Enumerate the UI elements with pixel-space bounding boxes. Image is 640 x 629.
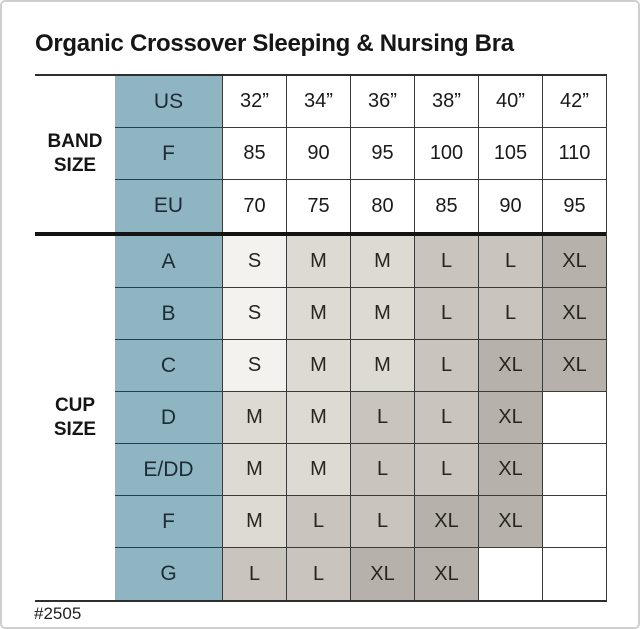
size-cell: 34” <box>286 76 350 128</box>
row-label-cell: E/DD <box>115 444 222 496</box>
size-cell: XL <box>542 340 606 392</box>
size-cell: 32” <box>222 76 286 128</box>
size-cell: M <box>222 496 286 548</box>
size-cell: M <box>350 236 414 288</box>
size-table: US 32” 34” 36” 38” 40” 42” F 85 90 95 100 105 110 EU 70… <box>35 74 607 602</box>
size-cell: XL <box>414 496 478 548</box>
size-cell: 90 <box>478 180 542 232</box>
size-cell: S <box>222 340 286 392</box>
size-cell: L <box>414 236 478 288</box>
size-cell: M <box>222 444 286 496</box>
row-label-cell: F <box>115 496 222 548</box>
size-cell: L <box>478 236 542 288</box>
row-label-cell: C <box>115 340 222 392</box>
size-cell: 75 <box>286 180 350 232</box>
style-number: #2505 <box>34 604 82 623</box>
row-label-cell: EU <box>115 180 222 232</box>
size-cell: 110 <box>542 128 606 180</box>
row-label-cell: D <box>115 392 222 444</box>
size-cell: L <box>414 340 478 392</box>
size-cell: M <box>350 288 414 340</box>
size-cell: L <box>286 496 350 548</box>
size-cell: S <box>222 288 286 340</box>
size-cell <box>478 548 542 600</box>
size-cell: 95 <box>350 128 414 180</box>
size-cell: M <box>286 392 350 444</box>
size-cell <box>542 392 606 444</box>
size-cell <box>542 496 606 548</box>
size-cell <box>542 444 606 496</box>
size-cell: 36” <box>350 76 414 128</box>
size-cell: L <box>414 444 478 496</box>
size-cell: XL <box>478 392 542 444</box>
size-cell: XL <box>478 496 542 548</box>
size-cell: L <box>350 392 414 444</box>
band-size-label: BAND SIZE <box>35 76 115 232</box>
size-cell: 85 <box>414 180 478 232</box>
size-cell: 42” <box>542 76 606 128</box>
size-cell: L <box>478 288 542 340</box>
size-cell: L <box>350 496 414 548</box>
size-cell: 105 <box>478 128 542 180</box>
size-cell: 80 <box>350 180 414 232</box>
size-cell: 90 <box>286 128 350 180</box>
size-cell: XL <box>542 288 606 340</box>
size-cell: L <box>286 548 350 600</box>
size-cell: M <box>286 236 350 288</box>
size-cell: 85 <box>222 128 286 180</box>
size-cell: M <box>286 288 350 340</box>
size-cell: L <box>350 444 414 496</box>
size-cell: 40” <box>478 76 542 128</box>
size-cell: XL <box>542 236 606 288</box>
size-cell: M <box>286 444 350 496</box>
row-label-cell: F <box>115 128 222 180</box>
size-cell: XL <box>478 444 542 496</box>
size-cell: S <box>222 236 286 288</box>
size-cell: 100 <box>414 128 478 180</box>
size-cell: M <box>286 340 350 392</box>
size-cell: XL <box>350 548 414 600</box>
row-label-cell: A <box>115 236 222 288</box>
size-cell: XL <box>414 548 478 600</box>
page-title: Organic Crossover Sleeping & Nursing Bra <box>35 30 514 57</box>
size-cell: M <box>222 392 286 444</box>
cup-size-label: CUP SIZE <box>35 236 115 600</box>
row-label-cell: G <box>115 548 222 600</box>
size-cell: L <box>222 548 286 600</box>
row-label-cell: B <box>115 288 222 340</box>
row-label-cell: US <box>115 76 222 128</box>
size-cell: 95 <box>542 180 606 232</box>
size-cell: M <box>350 340 414 392</box>
size-cell: 70 <box>222 180 286 232</box>
size-cell: 38” <box>414 76 478 128</box>
size-cell <box>542 548 606 600</box>
section-divider <box>35 232 606 236</box>
size-cell: XL <box>478 340 542 392</box>
size-cell: L <box>414 392 478 444</box>
size-cell: L <box>414 288 478 340</box>
